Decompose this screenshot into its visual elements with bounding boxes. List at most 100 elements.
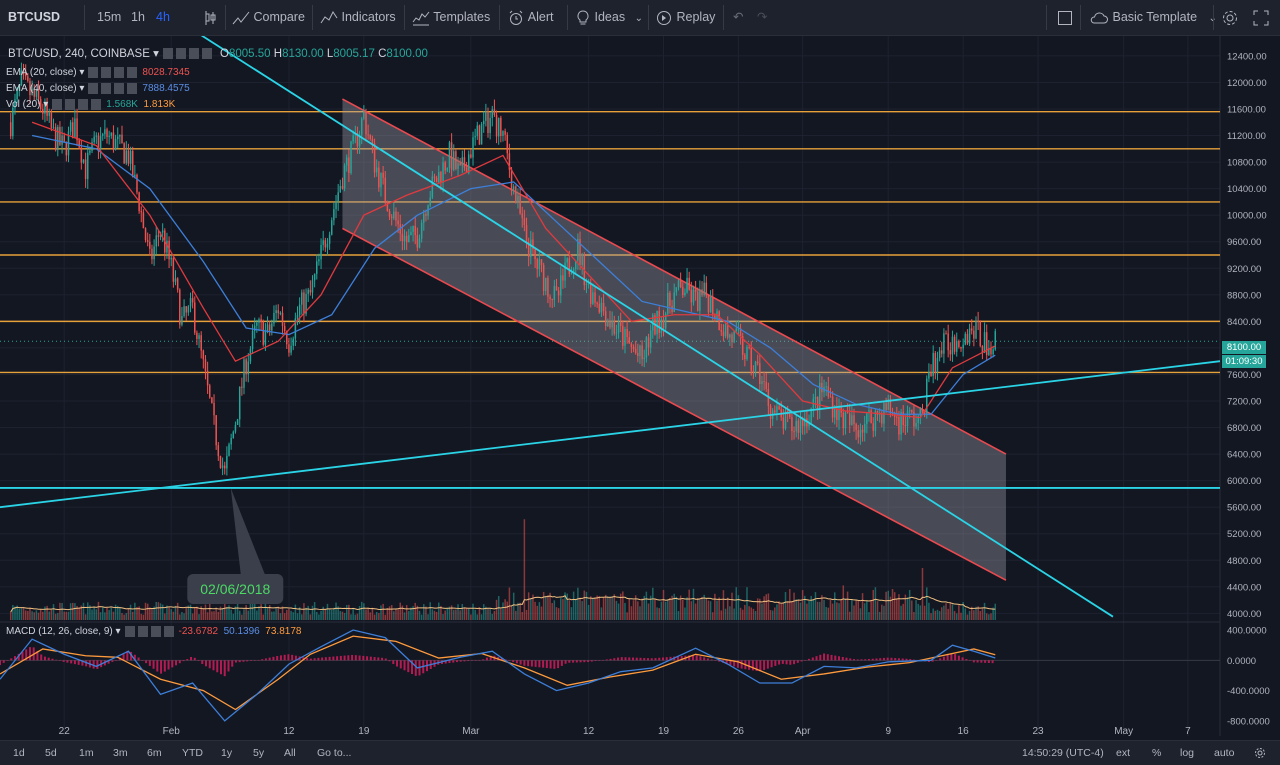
- macd-histogram-bar: [991, 660, 994, 664]
- candle-body: [279, 312, 282, 314]
- candle-body: [756, 361, 759, 364]
- volume-bar: [682, 599, 684, 620]
- legend-buttons[interactable]: [162, 48, 213, 60]
- range-ytd[interactable]: YTD: [182, 747, 203, 759]
- macd-legend: MACD (12, 26, close, 9) ▾ -23.6782 50.139…: [6, 626, 302, 638]
- volume-bar: [176, 602, 179, 620]
- candle-body: [534, 249, 536, 260]
- ideas-button[interactable]: Ideas ⌄: [575, 0, 643, 35]
- candle-body: [889, 398, 892, 414]
- log-toggle[interactable]: log: [1180, 747, 1195, 759]
- candle-body: [352, 135, 354, 142]
- volume-bar: [859, 608, 862, 620]
- candle-body: [510, 169, 513, 191]
- ext-toggle[interactable]: ext: [1116, 747, 1131, 759]
- macd-histogram-bar: [789, 660, 792, 665]
- macd-histogram-bar: [396, 660, 399, 667]
- macd-histogram-bar: [115, 660, 118, 661]
- candle-body: [52, 127, 55, 129]
- candle-body: [900, 411, 902, 435]
- macd-histogram-bar: [163, 660, 166, 672]
- macd-histogram-bar: [249, 660, 252, 661]
- replay-button[interactable]: Replay: [655, 0, 715, 35]
- templates-button[interactable]: Templates: [412, 0, 490, 35]
- volume-bar: [643, 595, 645, 620]
- volume-bar: [322, 606, 324, 620]
- volume-bar: [455, 609, 457, 620]
- volume-bar: [746, 587, 748, 620]
- range-1y[interactable]: 1y: [221, 747, 233, 759]
- range-6m[interactable]: 6m: [147, 747, 162, 759]
- volume-bar: [617, 603, 620, 620]
- macd-histogram-bar: [954, 654, 957, 661]
- volume-bar: [294, 604, 297, 620]
- scale-settings-button[interactable]: [1254, 741, 1266, 765]
- volume-bar: [673, 593, 675, 620]
- compare-button[interactable]: Compare: [232, 0, 305, 35]
- chart-area[interactable]: 4000.00 4400.00 4800.00 5200.00 5600.00 6000.…: [0, 15, 1280, 740]
- candle-body: [360, 118, 363, 135]
- volume-bar: [206, 612, 209, 620]
- candle-body: [50, 112, 53, 128]
- macd-histogram-bar: [763, 660, 766, 670]
- y-tick-label: 5200.00: [1227, 529, 1261, 540]
- volume-bar: [896, 598, 898, 620]
- candle-body: [316, 261, 318, 274]
- candle-body: [470, 154, 472, 158]
- fullscreen-box-button[interactable]: [1057, 0, 1073, 35]
- macd-histogram-bar: [81, 660, 84, 666]
- volume-bar: [771, 610, 774, 620]
- macd-histogram-bar: [838, 656, 841, 661]
- range-3m[interactable]: 3m: [113, 747, 128, 759]
- candle-body: [256, 322, 258, 326]
- range-all[interactable]: All: [284, 747, 296, 759]
- legend-buttons[interactable]: [88, 67, 139, 78]
- volume-bar: [16, 605, 18, 620]
- percent-toggle[interactable]: %: [1152, 747, 1162, 759]
- redo-button[interactable]: ↷: [757, 10, 768, 24]
- undo-button[interactable]: ↶: [733, 10, 744, 24]
- macd-histogram-bar: [984, 660, 987, 663]
- candle-body: [84, 159, 87, 180]
- range-1m[interactable]: 1m: [79, 747, 94, 759]
- range-5y[interactable]: 5y: [253, 747, 265, 759]
- goto-button[interactable]: Go to...: [317, 747, 352, 759]
- volume-bar: [378, 613, 380, 620]
- legend-buttons[interactable]: [124, 626, 175, 637]
- candle-body: [968, 328, 971, 344]
- candle-body: [932, 352, 934, 377]
- legend-buttons[interactable]: [88, 83, 139, 94]
- clock-readout[interactable]: 14:50:29 (UTC-4): [1022, 747, 1104, 759]
- macd-histogram-bar: [28, 647, 31, 661]
- settings-button[interactable]: [1221, 0, 1239, 35]
- macd-histogram-bar: [961, 657, 964, 661]
- interval-15m[interactable]: 15m: [97, 10, 122, 24]
- range-1d[interactable]: 1d: [13, 747, 25, 759]
- volume-bar: [262, 614, 265, 620]
- alert-button[interactable]: Alert: [507, 0, 554, 35]
- volume-bar: [198, 614, 200, 620]
- symbol-search[interactable]: BTCUSD: [8, 10, 61, 24]
- candle-body: [435, 177, 438, 183]
- macd-histogram-bar: [849, 658, 852, 661]
- interval-1h[interactable]: 1h: [131, 10, 145, 24]
- volume-bar: [418, 610, 421, 620]
- legend-buttons[interactable]: [52, 99, 103, 110]
- price-chart[interactable]: 4000.00 4400.00 4800.00 5200.00 5600.00 6000.…: [0, 15, 1280, 740]
- candle-body: [459, 163, 461, 166]
- macd-histogram-bar: [557, 660, 560, 669]
- macd-histogram-bar: [234, 660, 237, 663]
- chart-style-candles-icon[interactable]: [202, 0, 218, 35]
- auto-toggle[interactable]: auto: [1214, 747, 1235, 759]
- main-legend: BTC/USD, 240, COINBASE ▾ O8005.50 H8130.…: [8, 48, 428, 60]
- macd-histogram-bar: [362, 655, 365, 661]
- volume-bar: [789, 589, 791, 620]
- candle-body: [243, 359, 245, 388]
- template-select[interactable]: Basic Template ⌄: [1089, 0, 1217, 35]
- fullscreen-button[interactable]: [1253, 0, 1269, 35]
- volume-bar: [598, 596, 601, 620]
- indicators-button[interactable]: Indicators: [320, 0, 396, 35]
- range-5d[interactable]: 5d: [45, 747, 57, 759]
- interval-4h[interactable]: 4h: [156, 10, 170, 24]
- candle-body: [776, 406, 778, 413]
